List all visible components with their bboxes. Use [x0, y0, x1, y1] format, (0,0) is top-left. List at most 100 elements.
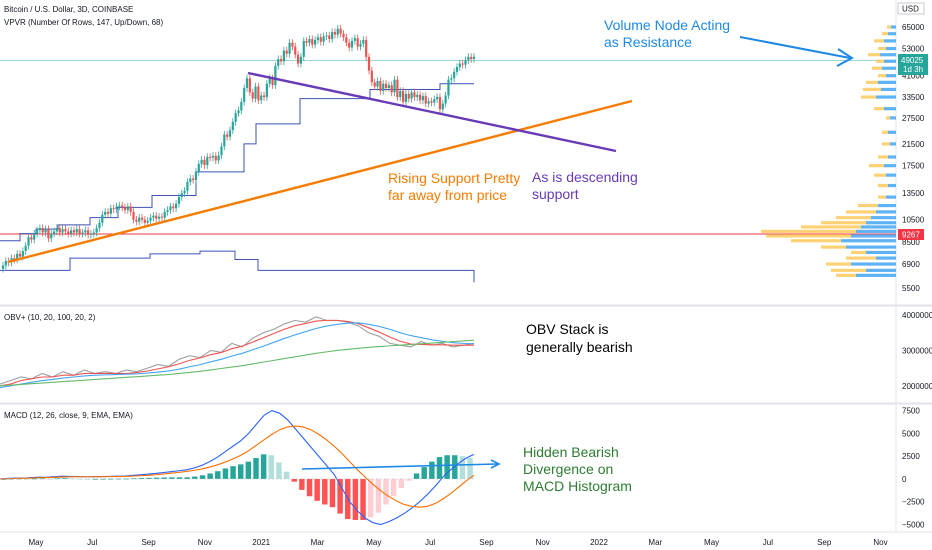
candle-body[interactable]: [69, 230, 73, 234]
candle-body[interactable]: [470, 56, 473, 60]
candle-body[interactable]: [350, 40, 354, 48]
candle-body[interactable]: [206, 156, 209, 166]
candle-body[interactable]: [314, 39, 317, 45]
candle-body[interactable]: [376, 80, 379, 87]
candle-body[interactable]: [47, 229, 50, 239]
candle-body[interactable]: [390, 85, 393, 93]
candle-body[interactable]: [464, 60, 467, 65]
candle-body[interactable]: [92, 232, 95, 234]
candle-body[interactable]: [288, 42, 291, 54]
candle-body[interactable]: [379, 80, 382, 91]
candle-body[interactable]: [399, 90, 402, 98]
candle-body[interactable]: [186, 181, 189, 191]
candle-body[interactable]: [401, 90, 405, 102]
candle-body[interactable]: [223, 134, 226, 147]
candle-body[interactable]: [291, 42, 294, 47]
candle-body[interactable]: [21, 251, 24, 257]
candle-body[interactable]: [146, 220, 149, 223]
candle-body[interactable]: [441, 103, 444, 110]
candle-body[interactable]: [243, 87, 246, 102]
candle-body[interactable]: [356, 38, 359, 47]
candle-body[interactable]: [209, 156, 212, 158]
candle-body[interactable]: [268, 78, 271, 84]
candle-body[interactable]: [228, 130, 232, 137]
candle-body[interactable]: [367, 56, 371, 71]
candle-body[interactable]: [132, 211, 135, 220]
candle-body[interactable]: [106, 211, 110, 214]
candle-body[interactable]: [458, 63, 461, 68]
candle-body[interactable]: [365, 39, 368, 57]
candle-body[interactable]: [362, 39, 365, 44]
candle-body[interactable]: [67, 231, 70, 234]
candle-body[interactable]: [453, 71, 456, 79]
candle-body[interactable]: [4, 261, 7, 266]
candle-body[interactable]: [277, 59, 280, 66]
candle-body[interactable]: [220, 146, 223, 156]
candle-body[interactable]: [183, 190, 186, 194]
candle-body[interactable]: [140, 217, 144, 220]
candle-body[interactable]: [166, 210, 169, 212]
candle-body[interactable]: [296, 54, 300, 64]
rising-support-trendline[interactable]: [7, 99, 633, 264]
candle-body[interactable]: [407, 93, 410, 99]
candle-body[interactable]: [177, 197, 181, 204]
candle-body[interactable]: [472, 56, 476, 60]
candle-body[interactable]: [436, 97, 439, 100]
candle-body[interactable]: [424, 96, 427, 104]
candle-body[interactable]: [438, 97, 442, 110]
candle-body[interactable]: [331, 31, 334, 40]
candle-body[interactable]: [413, 92, 416, 98]
candle-body[interactable]: [172, 206, 175, 209]
candle-body[interactable]: [231, 121, 234, 131]
candle-body[interactable]: [410, 92, 413, 99]
candle-body[interactable]: [149, 217, 152, 221]
candle-body[interactable]: [393, 79, 396, 93]
candle-body[interactable]: [384, 83, 388, 88]
candle-body[interactable]: [305, 40, 308, 43]
candle-body[interactable]: [115, 206, 118, 210]
candle-body[interactable]: [444, 95, 447, 104]
candle-body[interactable]: [316, 37, 320, 40]
candle-body[interactable]: [118, 205, 121, 207]
descending-support-trendline[interactable]: [247, 71, 617, 153]
candle-body[interactable]: [104, 211, 107, 215]
candle-body[interactable]: [163, 211, 166, 218]
candle-body[interactable]: [396, 79, 399, 98]
candle-body[interactable]: [370, 70, 373, 83]
candle-body[interactable]: [353, 38, 356, 41]
candle-body[interactable]: [404, 93, 408, 102]
candle-body[interactable]: [189, 178, 192, 182]
volume-node-arrow[interactable]: [739, 36, 851, 59]
candle-body[interactable]: [226, 134, 229, 137]
candle-body[interactable]: [214, 155, 217, 161]
candle-body[interactable]: [339, 28, 342, 34]
candle-body[interactable]: [421, 96, 425, 101]
currency-badge[interactable]: [897, 2, 925, 15]
candle-body[interactable]: [192, 178, 195, 180]
candle-body[interactable]: [24, 245, 27, 252]
candle-body[interactable]: [81, 232, 84, 234]
candle-body[interactable]: [262, 95, 266, 98]
candle-body[interactable]: [18, 253, 22, 257]
candle-body[interactable]: [72, 230, 76, 233]
candle-body[interactable]: [27, 237, 30, 246]
candle-body[interactable]: [55, 228, 59, 232]
candle-body[interactable]: [427, 101, 430, 104]
candle-body[interactable]: [217, 155, 220, 161]
candle-body[interactable]: [308, 39, 311, 43]
candle-body[interactable]: [345, 37, 348, 43]
candle-body[interactable]: [129, 206, 132, 212]
candle-body[interactable]: [342, 33, 345, 38]
candle-body[interactable]: [416, 94, 419, 98]
candle-body[interactable]: [260, 95, 263, 101]
candle-body[interactable]: [87, 230, 90, 235]
candle-body[interactable]: [78, 229, 81, 234]
candle-body[interactable]: [160, 216, 163, 218]
candle-body[interactable]: [101, 214, 104, 223]
candle-body[interactable]: [16, 253, 19, 260]
candle-body[interactable]: [285, 50, 288, 54]
candle-body[interactable]: [155, 215, 158, 219]
candle-body[interactable]: [265, 83, 268, 98]
candle-body[interactable]: [126, 206, 129, 211]
